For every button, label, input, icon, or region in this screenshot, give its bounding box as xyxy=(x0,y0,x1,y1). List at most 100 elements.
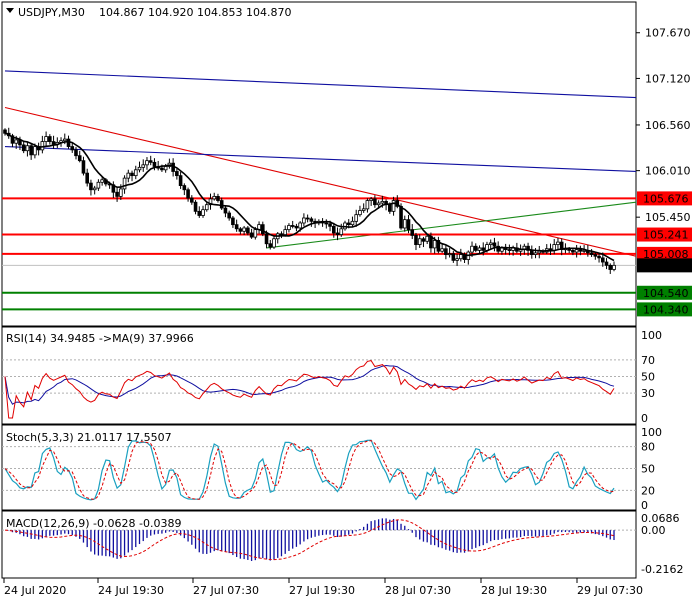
candle-body[interactable] xyxy=(141,164,146,168)
candle-body[interactable] xyxy=(223,207,228,214)
candle-body[interactable] xyxy=(376,202,381,206)
candle-body[interactable] xyxy=(608,264,613,270)
candle-body[interactable] xyxy=(21,144,26,152)
candle-body[interactable] xyxy=(537,250,542,254)
candle-body[interactable] xyxy=(193,201,198,212)
candle-body[interactable] xyxy=(335,232,340,236)
candle-body[interactable] xyxy=(459,254,463,260)
candle-body[interactable] xyxy=(597,255,601,259)
candle-body[interactable] xyxy=(358,210,362,216)
candle-body[interactable] xyxy=(283,229,288,236)
candle-body[interactable] xyxy=(133,169,138,177)
candle-body[interactable] xyxy=(70,146,75,151)
candle-body[interactable] xyxy=(145,160,149,166)
candle-body[interactable] xyxy=(3,129,7,134)
candle-body[interactable] xyxy=(152,161,157,167)
candle-body[interactable] xyxy=(399,205,403,229)
red-trend-line[interactable] xyxy=(4,106,637,257)
candle-body[interactable] xyxy=(81,160,86,174)
candle-body[interactable] xyxy=(391,200,396,212)
candle-body[interactable] xyxy=(604,261,609,266)
candle-body[interactable] xyxy=(268,243,273,248)
candle-body[interactable] xyxy=(346,222,351,226)
candle-body[interactable] xyxy=(324,222,329,225)
candle-body[interactable] xyxy=(533,252,538,255)
candle-body[interactable] xyxy=(51,141,56,145)
dropdown-triangle-icon[interactable] xyxy=(6,8,14,13)
candle-body[interactable] xyxy=(354,214,359,222)
candle-body[interactable] xyxy=(85,172,89,184)
candle-body[interactable] xyxy=(48,136,52,142)
candle-body[interactable] xyxy=(350,220,355,226)
candle-body[interactable] xyxy=(234,224,239,230)
candle-body[interactable] xyxy=(66,138,71,147)
candle-body[interactable] xyxy=(578,249,583,252)
candle-body[interactable] xyxy=(219,200,224,209)
stoch-panel[interactable] xyxy=(1,424,637,511)
candle-body[interactable] xyxy=(126,172,131,179)
candle-body[interactable] xyxy=(197,210,202,216)
rsi-panel[interactable] xyxy=(1,326,637,425)
candle-body[interactable] xyxy=(593,254,598,257)
candle-body[interactable] xyxy=(582,249,586,252)
candle-body[interactable] xyxy=(186,189,190,199)
candle-body[interactable] xyxy=(130,172,134,177)
candle-body[interactable] xyxy=(160,167,164,171)
candle-body[interactable] xyxy=(473,245,478,251)
candle-body[interactable] xyxy=(302,217,306,224)
candle-body[interactable] xyxy=(444,248,448,255)
candle-body[interactable] xyxy=(231,217,235,226)
candle-body[interactable] xyxy=(294,225,299,229)
candle-body[interactable] xyxy=(421,238,426,242)
candle-body[interactable] xyxy=(373,198,377,206)
green-trend-line[interactable] xyxy=(266,201,637,249)
candle-body[interactable] xyxy=(77,155,82,162)
candle-body[interactable] xyxy=(290,225,295,227)
candle-body[interactable] xyxy=(477,247,482,251)
candle-body[interactable] xyxy=(496,245,500,252)
candle-body[interactable] xyxy=(343,222,347,230)
candle-body[interactable] xyxy=(119,188,123,197)
candle-body[interactable] xyxy=(182,185,187,191)
candle-body[interactable] xyxy=(96,181,101,189)
candle-body[interactable] xyxy=(33,146,37,156)
candle-body[interactable] xyxy=(92,187,97,191)
candle-body[interactable] xyxy=(328,223,332,227)
macd-panel[interactable] xyxy=(1,510,637,579)
candle-body[interactable] xyxy=(89,182,93,191)
candle-body[interactable] xyxy=(361,208,366,211)
candle-body[interactable] xyxy=(279,233,284,236)
candle-body[interactable] xyxy=(272,238,276,248)
candle-body[interactable] xyxy=(227,212,231,219)
candle-body[interactable] xyxy=(40,141,45,151)
candle-body[interactable] xyxy=(216,195,220,201)
candle-body[interactable] xyxy=(530,249,534,255)
candle-body[interactable] xyxy=(253,229,258,238)
candle-body[interactable] xyxy=(201,209,205,216)
candle-body[interactable] xyxy=(309,218,314,222)
candle-body[interactable] xyxy=(10,135,15,144)
candle-body[interactable] xyxy=(246,227,250,234)
candle-body[interactable] xyxy=(526,245,530,251)
candle-body[interactable] xyxy=(417,238,422,245)
candle-body[interactable] xyxy=(148,160,153,163)
candle-body[interactable] xyxy=(115,191,119,197)
candle-body[interactable] xyxy=(470,245,474,253)
blue-trend-lower-line[interactable] xyxy=(4,146,637,173)
candle-body[interactable] xyxy=(287,225,291,231)
candle-body[interactable] xyxy=(612,264,616,270)
candle-body[interactable] xyxy=(388,204,392,212)
candle-body[interactable] xyxy=(410,229,415,236)
candle-body[interactable] xyxy=(29,145,33,156)
candle-body[interactable] xyxy=(365,200,370,210)
candle-body[interactable] xyxy=(571,249,575,253)
candle-body[interactable] xyxy=(331,225,336,234)
candle-body[interactable] xyxy=(406,219,411,231)
candle-body[interactable] xyxy=(62,138,67,142)
candle-body[interactable] xyxy=(238,228,243,232)
candle-body[interactable] xyxy=(425,235,429,242)
candle-body[interactable] xyxy=(122,177,127,190)
candle-body[interactable] xyxy=(178,175,183,186)
candle-body[interactable] xyxy=(74,149,78,157)
candle-body[interactable] xyxy=(14,139,19,144)
